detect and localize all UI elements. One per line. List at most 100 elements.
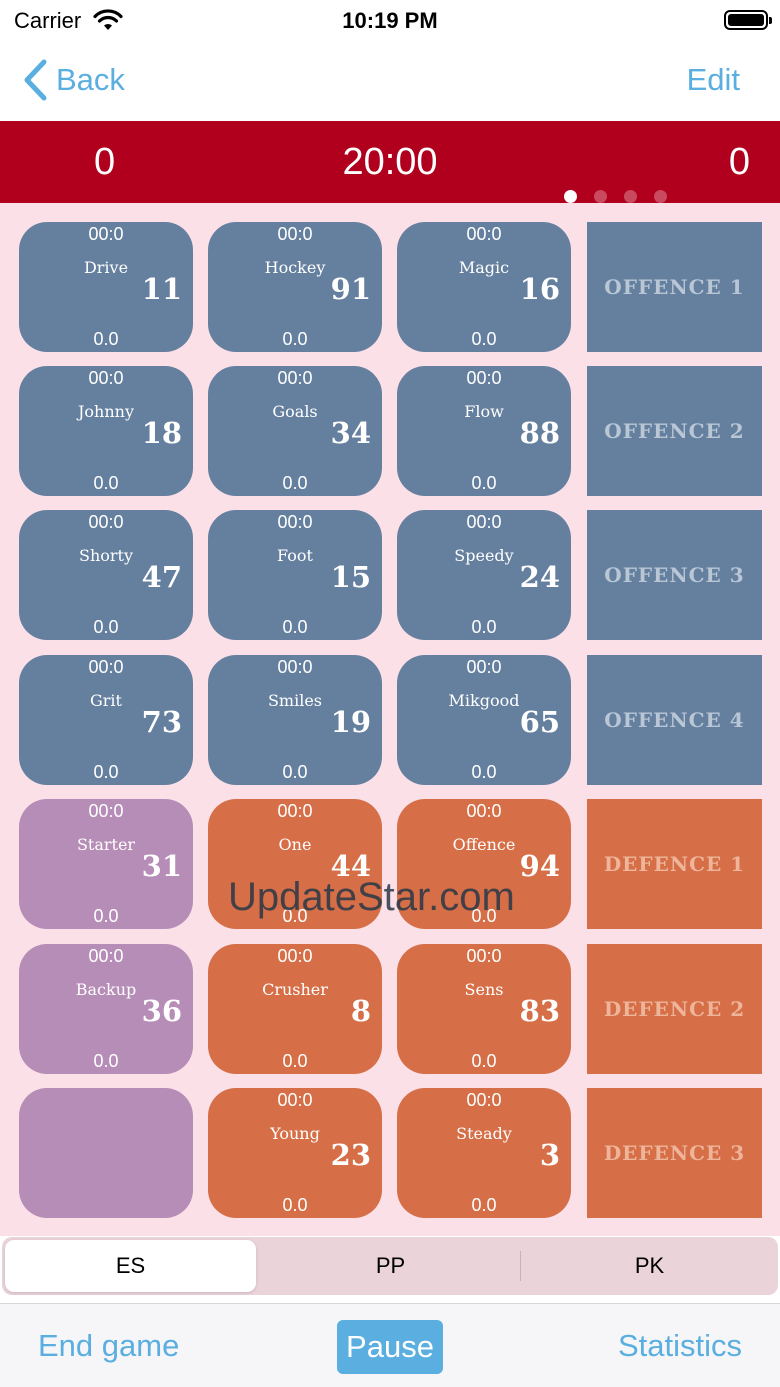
player-grid: 00:0 Drive 11 0.0 00:0 Hockey 91 0.0 00:0 Magic 16… (0, 203, 780, 1236)
player-ice-time: 00:0 (466, 657, 502, 677)
player-number: 65 (519, 705, 560, 739)
player-name: One (278, 835, 312, 854)
page-dot[interactable] (624, 190, 637, 203)
player-cell[interactable]: 00:0 Smiles 19 0.0 (208, 655, 382, 785)
player-cell[interactable]: 00:0 One 44 0.0 (208, 799, 382, 929)
game-clock[interactable]: 20:00 (342, 141, 438, 183)
player-cell[interactable]: 00:0 Speedy 24 0.0 (397, 510, 571, 640)
page-dot[interactable] (564, 190, 577, 203)
line-button[interactable]: DEFENCE 2 (587, 944, 762, 1074)
player-stat: 0.0 (282, 762, 308, 782)
player-cell[interactable]: 00:0 Young 23 0.0 (208, 1088, 382, 1218)
player-stat: 0.0 (471, 906, 497, 926)
player-number: 91 (330, 272, 371, 306)
player-cell[interactable]: 00:0 Hockey 91 0.0 (208, 222, 382, 352)
player-ice-time: 00:0 (466, 801, 502, 821)
player-cell[interactable]: 00:0 Magic 16 0.0 (397, 222, 571, 352)
statistics-button[interactable]: Statistics (617, 1328, 742, 1363)
carrier-label: Carrier (14, 8, 82, 33)
player-cell[interactable]: 00:0 Drive 11 0.0 (19, 222, 193, 352)
player-number: 73 (141, 705, 182, 739)
player-ice-time: 00:0 (277, 512, 313, 532)
segment-pp[interactable]: PP (375, 1253, 406, 1278)
player-ice-time: 00:0 (88, 657, 124, 677)
player-name: Sens (464, 980, 504, 999)
player-cell[interactable]: 00:0 Backup 36 0.0 (19, 944, 193, 1074)
strength-segmented-control: ES PP PK (2, 1237, 778, 1295)
line-button[interactable]: DEFENCE 1 (587, 799, 762, 929)
player-name: Young (270, 1124, 320, 1143)
line-button[interactable]: OFFENCE 2 (587, 366, 762, 496)
end-game-button[interactable]: End game (38, 1328, 180, 1363)
player-name: Drive (83, 258, 129, 277)
status-bar: Carrier 10:19 PM (0, 0, 780, 40)
player-stat: 0.0 (93, 906, 119, 926)
player-ice-time: 00:0 (277, 946, 313, 966)
player-ice-time: 00:0 (277, 657, 313, 677)
player-number: 19 (330, 705, 371, 739)
player-name: Johnny (78, 402, 134, 421)
line-button[interactable]: DEFENCE 3 (587, 1088, 762, 1218)
player-stat: 0.0 (93, 473, 119, 493)
player-stat: 0.0 (471, 1195, 497, 1215)
player-cell[interactable]: 00:0 Starter 31 0.0 (19, 799, 193, 929)
player-name: Shorty (78, 546, 133, 565)
player-ice-time: 00:0 (88, 801, 124, 821)
player-cell[interactable] (19, 1088, 193, 1218)
player-cell[interactable]: 00:0 Sens 83 0.0 (397, 944, 571, 1074)
player-cell[interactable]: 00:0 Goals 34 0.0 (208, 366, 382, 496)
player-cell[interactable]: 00:0 Offence 94 0.0 (397, 799, 571, 929)
segment-es[interactable]: ES (5, 1240, 256, 1292)
player-cell[interactable]: 00:0 Johnny 18 0.0 (19, 366, 193, 496)
player-ice-time: 00:0 (88, 368, 124, 388)
player-cell[interactable]: 00:0 Steady 3 0.0 (397, 1088, 571, 1218)
player-cell[interactable]: 00:0 Foot 15 0.0 (208, 510, 382, 640)
player-stat: 0.0 (471, 329, 497, 349)
player-ice-time: 00:0 (466, 946, 502, 966)
pause-button[interactable]: Pause (337, 1320, 443, 1374)
player-name: Backup (75, 980, 137, 999)
player-stat: 0.0 (93, 617, 119, 637)
player-stat: 0.0 (282, 906, 308, 926)
player-number: 36 (141, 994, 182, 1028)
player-ice-time: 00:0 (277, 801, 313, 821)
player-name: Goals (272, 402, 318, 421)
player-number: 44 (330, 849, 371, 883)
player-stat: 0.0 (282, 1195, 308, 1215)
player-cell[interactable]: 00:0 Shorty 47 0.0 (19, 510, 193, 640)
player-name: Foot (277, 546, 313, 565)
player-number: 24 (519, 560, 560, 594)
player-ice-time: 00:0 (466, 512, 502, 532)
page-dot[interactable] (654, 190, 667, 203)
chevron-left-icon (24, 59, 47, 101)
clock-time: 10:19 PM (342, 8, 438, 33)
line-button[interactable]: OFFENCE 3 (587, 510, 762, 640)
player-name: Starter (76, 835, 136, 854)
line-button[interactable]: OFFENCE 4 (587, 655, 762, 785)
player-ice-time: 00:0 (88, 512, 124, 532)
bottom-toolbar: End game Pause Statistics (0, 1303, 780, 1387)
line-button[interactable]: OFFENCE 1 (587, 222, 762, 352)
player-stat: 0.0 (282, 1051, 308, 1071)
player-number: 8 (350, 994, 371, 1028)
player-stat: 0.0 (282, 617, 308, 637)
player-cell[interactable]: 00:0 Flow 88 0.0 (397, 366, 571, 496)
player-ice-time: 00:0 (277, 368, 313, 388)
edit-button[interactable]: Edit (686, 62, 740, 97)
player-name: Grit (90, 691, 122, 710)
player-stat: 0.0 (471, 473, 497, 493)
player-cell[interactable]: 00:0 Mikgood 65 0.0 (397, 655, 571, 785)
player-ice-time: 00:0 (466, 368, 502, 388)
segment-pk[interactable]: PK (634, 1253, 665, 1278)
back-button[interactable]: Back (22, 58, 125, 102)
player-cell[interactable]: 00:0 Grit 73 0.0 (19, 655, 193, 785)
player-ice-time: 00:0 (277, 1090, 313, 1110)
page-dot[interactable] (594, 190, 607, 203)
scoreboard: 0 20:00 0 (0, 121, 780, 203)
player-name: Hockey (264, 258, 326, 277)
player-number: 31 (141, 849, 182, 883)
player-cell[interactable]: 00:0 Crusher 8 0.0 (208, 944, 382, 1074)
home-score: 0 (94, 141, 116, 183)
player-stat: 0.0 (93, 1051, 119, 1071)
player-ice-time: 00:0 (466, 1090, 502, 1110)
